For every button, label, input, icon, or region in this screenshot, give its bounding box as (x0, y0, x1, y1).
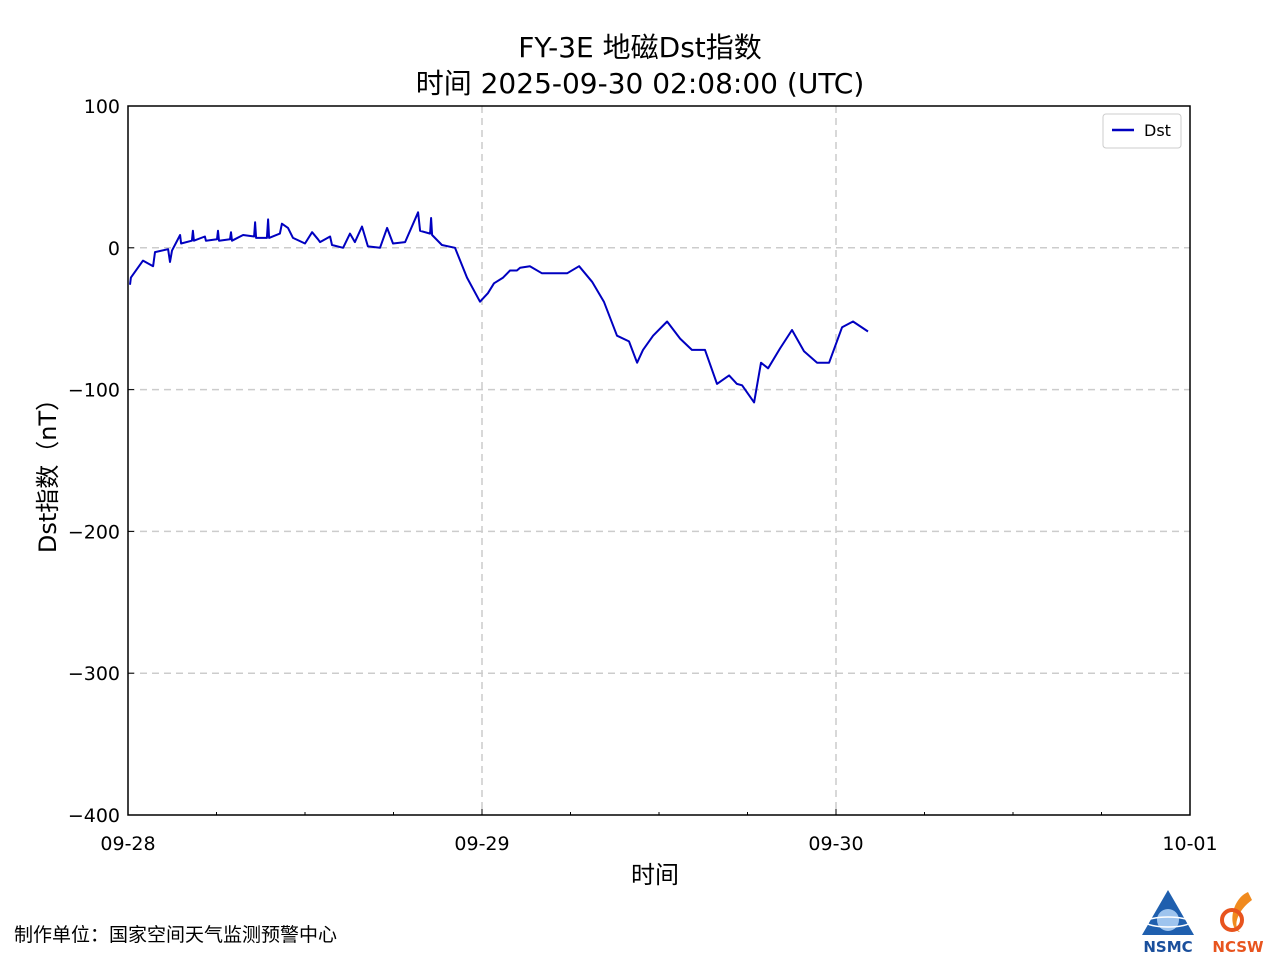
y-tick-label: −200 (68, 521, 120, 543)
y-tick-label: −400 (68, 805, 120, 827)
chart-subtitle: 时间 2025-09-30 02:08:00 (UTC) (415, 67, 865, 100)
x-tick-label: 09-30 (808, 833, 863, 855)
x-tick-label: 10-01 (1162, 833, 1217, 855)
y-tick-label: −100 (68, 380, 120, 402)
svg-text:NCSW: NCSW (1212, 938, 1264, 956)
legend: Dst (1102, 113, 1182, 149)
ncsw-logo: NCSW (1212, 892, 1264, 956)
svg-text:NSMC: NSMC (1143, 938, 1192, 956)
producer-credit: 制作单位：国家空间天气监测预警中心 (14, 924, 338, 946)
series-line-dst (129, 211, 869, 404)
chart-title: FY-3E 地磁Dst指数 (518, 31, 762, 64)
nsmc-logo: NSMC (1142, 890, 1194, 956)
x-tick-label: 09-28 (100, 833, 155, 855)
y-tick-label: 0 (108, 238, 120, 260)
plot-frame (127, 105, 1191, 816)
legend-label-dst: Dst (1144, 121, 1171, 140)
x-axis-label: 时间 (631, 861, 679, 889)
y-axis-label: Dst指数（nT） (34, 387, 62, 553)
y-tick-label: 100 (84, 96, 120, 118)
y-tick-label: −300 (68, 663, 120, 685)
x-tick-label: 09-29 (454, 833, 509, 855)
